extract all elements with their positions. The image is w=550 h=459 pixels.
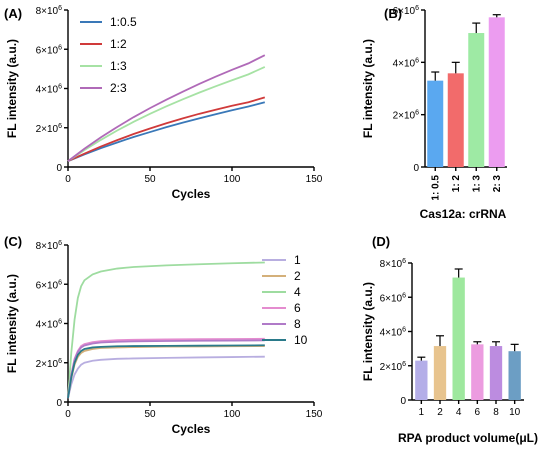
y-tick-label: 6×106 [36,279,63,291]
y-tick-label: 8×106 [36,5,63,17]
panel-label-a: (A) [4,6,22,21]
y-tick-label: 4×106 [36,84,63,96]
bar-3 [488,17,505,168]
x-tick-label: 1: 3 [471,175,482,193]
y-tick-label: 6×106 [393,5,420,17]
y-tick-label: 2×106 [36,358,63,370]
x-tick-label: 8 [493,407,499,418]
legend-label: 2:3 [110,81,127,95]
legend-label: 4 [294,285,301,299]
x-tick-label: 10 [509,407,521,418]
bar-1 [447,73,464,167]
bar-3 [471,344,484,400]
x-tick-label: 150 [306,174,323,185]
panel-label-d: (D) [372,234,390,249]
bar-4 [489,346,503,400]
legend-label: 8 [294,317,301,331]
legend-label: 2 [294,269,301,283]
y-tick-label: 6×106 [36,44,63,56]
y-tick-label: 2×106 [393,110,420,122]
y-tick-label: 0 [56,163,62,174]
legend-label: 1:2 [110,37,127,51]
x-axis-title: Cycles [172,187,211,201]
bar-0 [427,80,444,167]
y-axis-title: FL intensity (a.u.) [5,39,19,138]
y-axis-title: FL intensity (a.u.) [361,282,375,381]
x-tick-label: 0 [65,174,71,185]
series-line-1-0-5 [67,101,266,162]
x-tick-label: 1 [419,407,425,418]
panel-label-b: (B) [384,6,402,21]
y-tick-label: 0 [413,163,419,174]
bar-0 [415,360,428,400]
x-tick-label: 100 [224,409,241,420]
x-tick-label: 100 [224,174,241,185]
y-tick-label: 0 [400,396,406,407]
x-tick-label: 1: 0.5 [430,175,441,201]
bar-5 [508,351,521,400]
y-tick-label: 6×106 [380,292,407,304]
panel-label-c: (C) [4,234,22,249]
series-line-1-2 [67,96,266,162]
series-line-1-3 [67,66,266,162]
bar-2 [452,277,465,400]
y-tick-label: 0 [56,398,62,409]
x-tick-label: 4 [456,407,462,418]
y-tick-label: 4×106 [393,57,420,69]
legend-label: 1 [294,253,301,267]
y-tick-label: 8×106 [36,240,63,252]
x-axis-title: Cycles [172,422,211,436]
series-line-10 [67,344,265,399]
legend-label: 1:0.5 [110,15,137,29]
y-tick-label: 4×106 [380,327,407,339]
x-tick-label: 150 [306,409,323,420]
x-tick-label: 2 [437,407,443,418]
chart-c: 0 2×106 4×106 6×106 8×106 0 50 100 150 Cycles FL i… [5,240,323,436]
y-tick-label: 2×106 [36,123,63,135]
y-axis-title: FL intensity (a.u.) [361,39,375,138]
x-tick-label: 2: 3 [492,175,503,193]
bar-2 [468,33,485,167]
series-line-2 [67,345,265,399]
chart-a: 0 2×106 4×106 6×106 8×106 0 50 100 150 Cycles FL i… [5,5,323,201]
y-tick-label: 2×106 [380,361,407,373]
series-line-2-3 [67,54,266,162]
x-tick-label: 1: 2 [451,175,462,193]
y-axis-title: FL intensity (a.u.) [5,274,19,373]
x-tick-label: 50 [144,174,156,185]
x-tick-label: 50 [144,409,156,420]
legend-label: 6 [294,301,301,315]
x-tick-label: 0 [65,409,71,420]
series-line-8 [67,339,265,399]
x-axis-title: RPA product volume(μL) [398,431,538,445]
y-tick-label: 8×106 [380,258,407,270]
bar-1 [433,346,447,400]
x-tick-label: 6 [475,407,481,418]
series-line-1 [67,355,265,399]
series-line-4 [67,261,265,399]
chart-b: 0 2×106 4×106 6×106 1: 0.5 1: 2 1: 3 2: 3 Cas12a… [361,5,507,221]
legend-label: 1:3 [110,59,127,73]
chart-d: 0 2×106 4×106 6×106 8×106 1 2 4 6 8 10 RPA product … [361,258,538,445]
legend-label: 10 [294,333,308,347]
y-tick-label: 4×106 [36,319,63,331]
x-axis-title: Cas12a: crRNA [420,207,507,221]
